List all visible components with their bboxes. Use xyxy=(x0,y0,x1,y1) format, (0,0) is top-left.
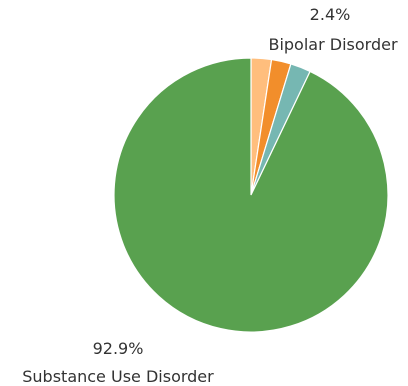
bipolar-name-label: Bipolar Disorder xyxy=(268,35,397,54)
substance-percent-label: 92.9% xyxy=(93,339,144,358)
pie-slices xyxy=(113,57,389,333)
pie-slice-substance-use-disorder xyxy=(113,57,389,333)
bipolar-percent-label: 2.4% xyxy=(310,5,351,24)
substance-name-label: Substance Use Disorder xyxy=(22,367,214,386)
